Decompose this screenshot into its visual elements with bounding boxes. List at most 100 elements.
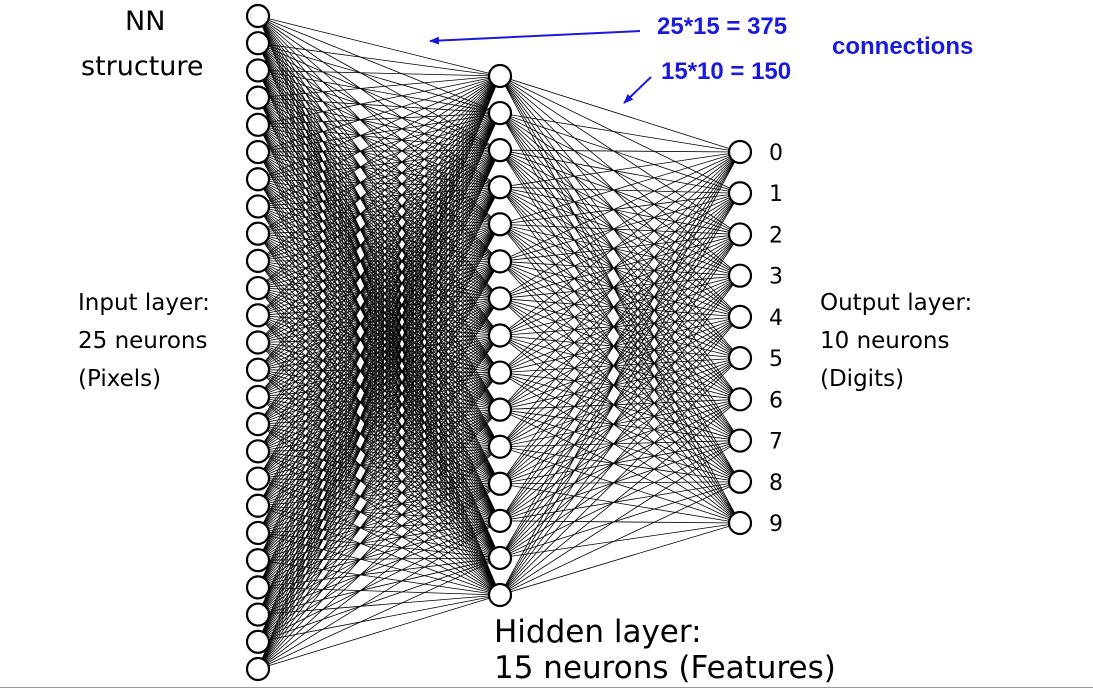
connection-line: [499, 275, 741, 448]
connection-line: [257, 224, 501, 670]
connection-line: [257, 224, 501, 561]
output-neuron: [727, 304, 753, 329]
connection-line: [257, 298, 501, 425]
connection-line: [257, 178, 501, 188]
connection-line: [499, 357, 741, 596]
connection-line: [257, 396, 501, 411]
connection-line: [257, 261, 501, 507]
connection-line: [499, 275, 741, 596]
connection-line: [257, 42, 501, 336]
connection-line: [257, 409, 501, 425]
connection-line: [499, 440, 741, 559]
hidden-neuron: [487, 100, 513, 126]
connection-line: [257, 43, 501, 447]
connection-line: [499, 149, 741, 153]
connection-line: [499, 151, 741, 225]
hidden-neuron: [487, 360, 513, 385]
connection-line: [257, 112, 501, 534]
connection-line: [257, 298, 501, 371]
connection-line: [257, 372, 501, 534]
connection-line: [257, 223, 501, 289]
connection-line: [257, 594, 501, 643]
connection-line: [499, 151, 741, 522]
connection-line: [257, 112, 501, 180]
connection-line: [499, 234, 741, 485]
connection-line: [257, 75, 501, 534]
connection-line: [257, 186, 501, 561]
connection-line: [499, 192, 741, 225]
connection-line: [257, 298, 501, 452]
connection-line: [257, 224, 501, 507]
connection-line: [257, 298, 501, 398]
connection-line: [257, 223, 501, 371]
connection-line: [257, 260, 501, 410]
connection-line: [257, 75, 501, 235]
connection-line: [257, 369, 501, 411]
connection-line: [257, 520, 501, 670]
digit-label: 4: [769, 306, 783, 331]
connection-line: [257, 260, 501, 448]
connection-line: [257, 186, 501, 235]
connection-line: [257, 178, 501, 447]
connection-line: [257, 372, 501, 452]
connection-line: [257, 298, 501, 316]
hidden-neuron: [487, 434, 513, 459]
connection-line: [499, 112, 741, 194]
connection-line: [499, 316, 741, 522]
connection-line: [257, 75, 501, 425]
connection-line: [257, 335, 501, 561]
connection-line: [499, 112, 741, 235]
input-neuron: [245, 656, 271, 682]
connection-line: [257, 423, 501, 448]
connection-line: [257, 409, 501, 561]
output-neuron: [727, 222, 753, 247]
connection-line: [499, 275, 741, 373]
connection-line: [257, 15, 501, 447]
connection-line: [257, 342, 501, 373]
connection-line: [257, 149, 501, 316]
connection-line: [257, 124, 501, 410]
connection-line: [499, 192, 741, 485]
hidden-neuron: [487, 323, 513, 348]
connection-line: [257, 149, 501, 561]
output-neuron: [727, 469, 753, 494]
connection-line: [257, 260, 501, 343]
connection-line: [257, 223, 501, 262]
connection-line: [257, 149, 501, 235]
connection-line: [257, 124, 501, 336]
connection-line: [499, 398, 741, 411]
connection-line: [499, 275, 741, 485]
connection-line: [257, 186, 501, 316]
connection-line: [499, 398, 741, 448]
connection-line: [257, 15, 501, 151]
connection-line: [499, 372, 741, 400]
connection-line: [499, 193, 741, 596]
connection-line: [499, 186, 741, 194]
input-hidden-connections: [257, 15, 501, 670]
connection-line: [257, 446, 501, 670]
connection-line: [257, 124, 501, 299]
connection-line: [499, 316, 741, 411]
connection-line: [257, 261, 501, 588]
connection-line: [257, 112, 501, 235]
connection-line: [257, 186, 501, 534]
digit-label: 3: [769, 265, 783, 290]
connection-line: [257, 151, 501, 447]
connection-line: [257, 372, 501, 561]
connection-line: [499, 261, 741, 441]
digit-label: 0: [769, 141, 783, 166]
connection-line: [257, 335, 501, 425]
connection-line: [257, 372, 501, 507]
connection-line: [257, 124, 501, 225]
connection-line: [257, 206, 501, 262]
connection-line: [257, 372, 501, 643]
connection-line: [499, 357, 741, 522]
connection-line: [499, 260, 741, 277]
output-neuron: [727, 139, 753, 165]
connection-line: [257, 75, 501, 670]
output-neuron: [727, 387, 753, 412]
connection-line: [257, 557, 501, 615]
connection-line: [499, 446, 741, 483]
connections-count-input-hidden: 25*15 = 375: [657, 13, 788, 40]
